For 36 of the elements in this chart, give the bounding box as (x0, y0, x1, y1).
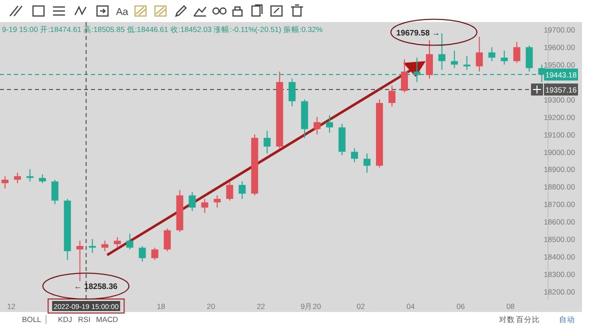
candlestick (476, 36, 483, 72)
candlestick (114, 236, 121, 248)
candlestick (488, 46, 496, 62)
candlestick (138, 245, 146, 262)
candlestick (314, 116, 321, 135)
candlestick (151, 247, 158, 260)
candlestick (351, 148, 358, 163)
candlestick (238, 180, 246, 200)
annotation: ← 18258.36 (74, 282, 118, 292)
candlestick (264, 130, 271, 154)
candlestick (226, 180, 234, 202)
candlestick (288, 78, 296, 107)
annotation: 19679.58 → (396, 28, 440, 38)
candlestick (526, 44, 533, 72)
candlestick (126, 233, 134, 250)
candlestick (101, 240, 108, 252)
text: Aa (116, 7, 129, 18)
candlestick (364, 153, 370, 174)
candlestick (400, 58, 408, 94)
candlestick (51, 179, 58, 205)
candlestick (14, 172, 21, 184)
candlestick (463, 55, 470, 70)
candlestick (26, 168, 34, 182)
candlestick (201, 198, 208, 214)
candlestick (188, 191, 196, 212)
candlestick (326, 114, 334, 134)
candlestick (1, 176, 8, 189)
candlestick (500, 50, 508, 66)
candlestick (76, 240, 84, 282)
candlestick (450, 50, 458, 69)
candlestick (438, 32, 446, 70)
candlestick (426, 40, 433, 80)
candlestick (513, 41, 520, 64)
candlestick (214, 194, 221, 208)
candlestick (164, 228, 171, 252)
candlestick (388, 85, 396, 107)
